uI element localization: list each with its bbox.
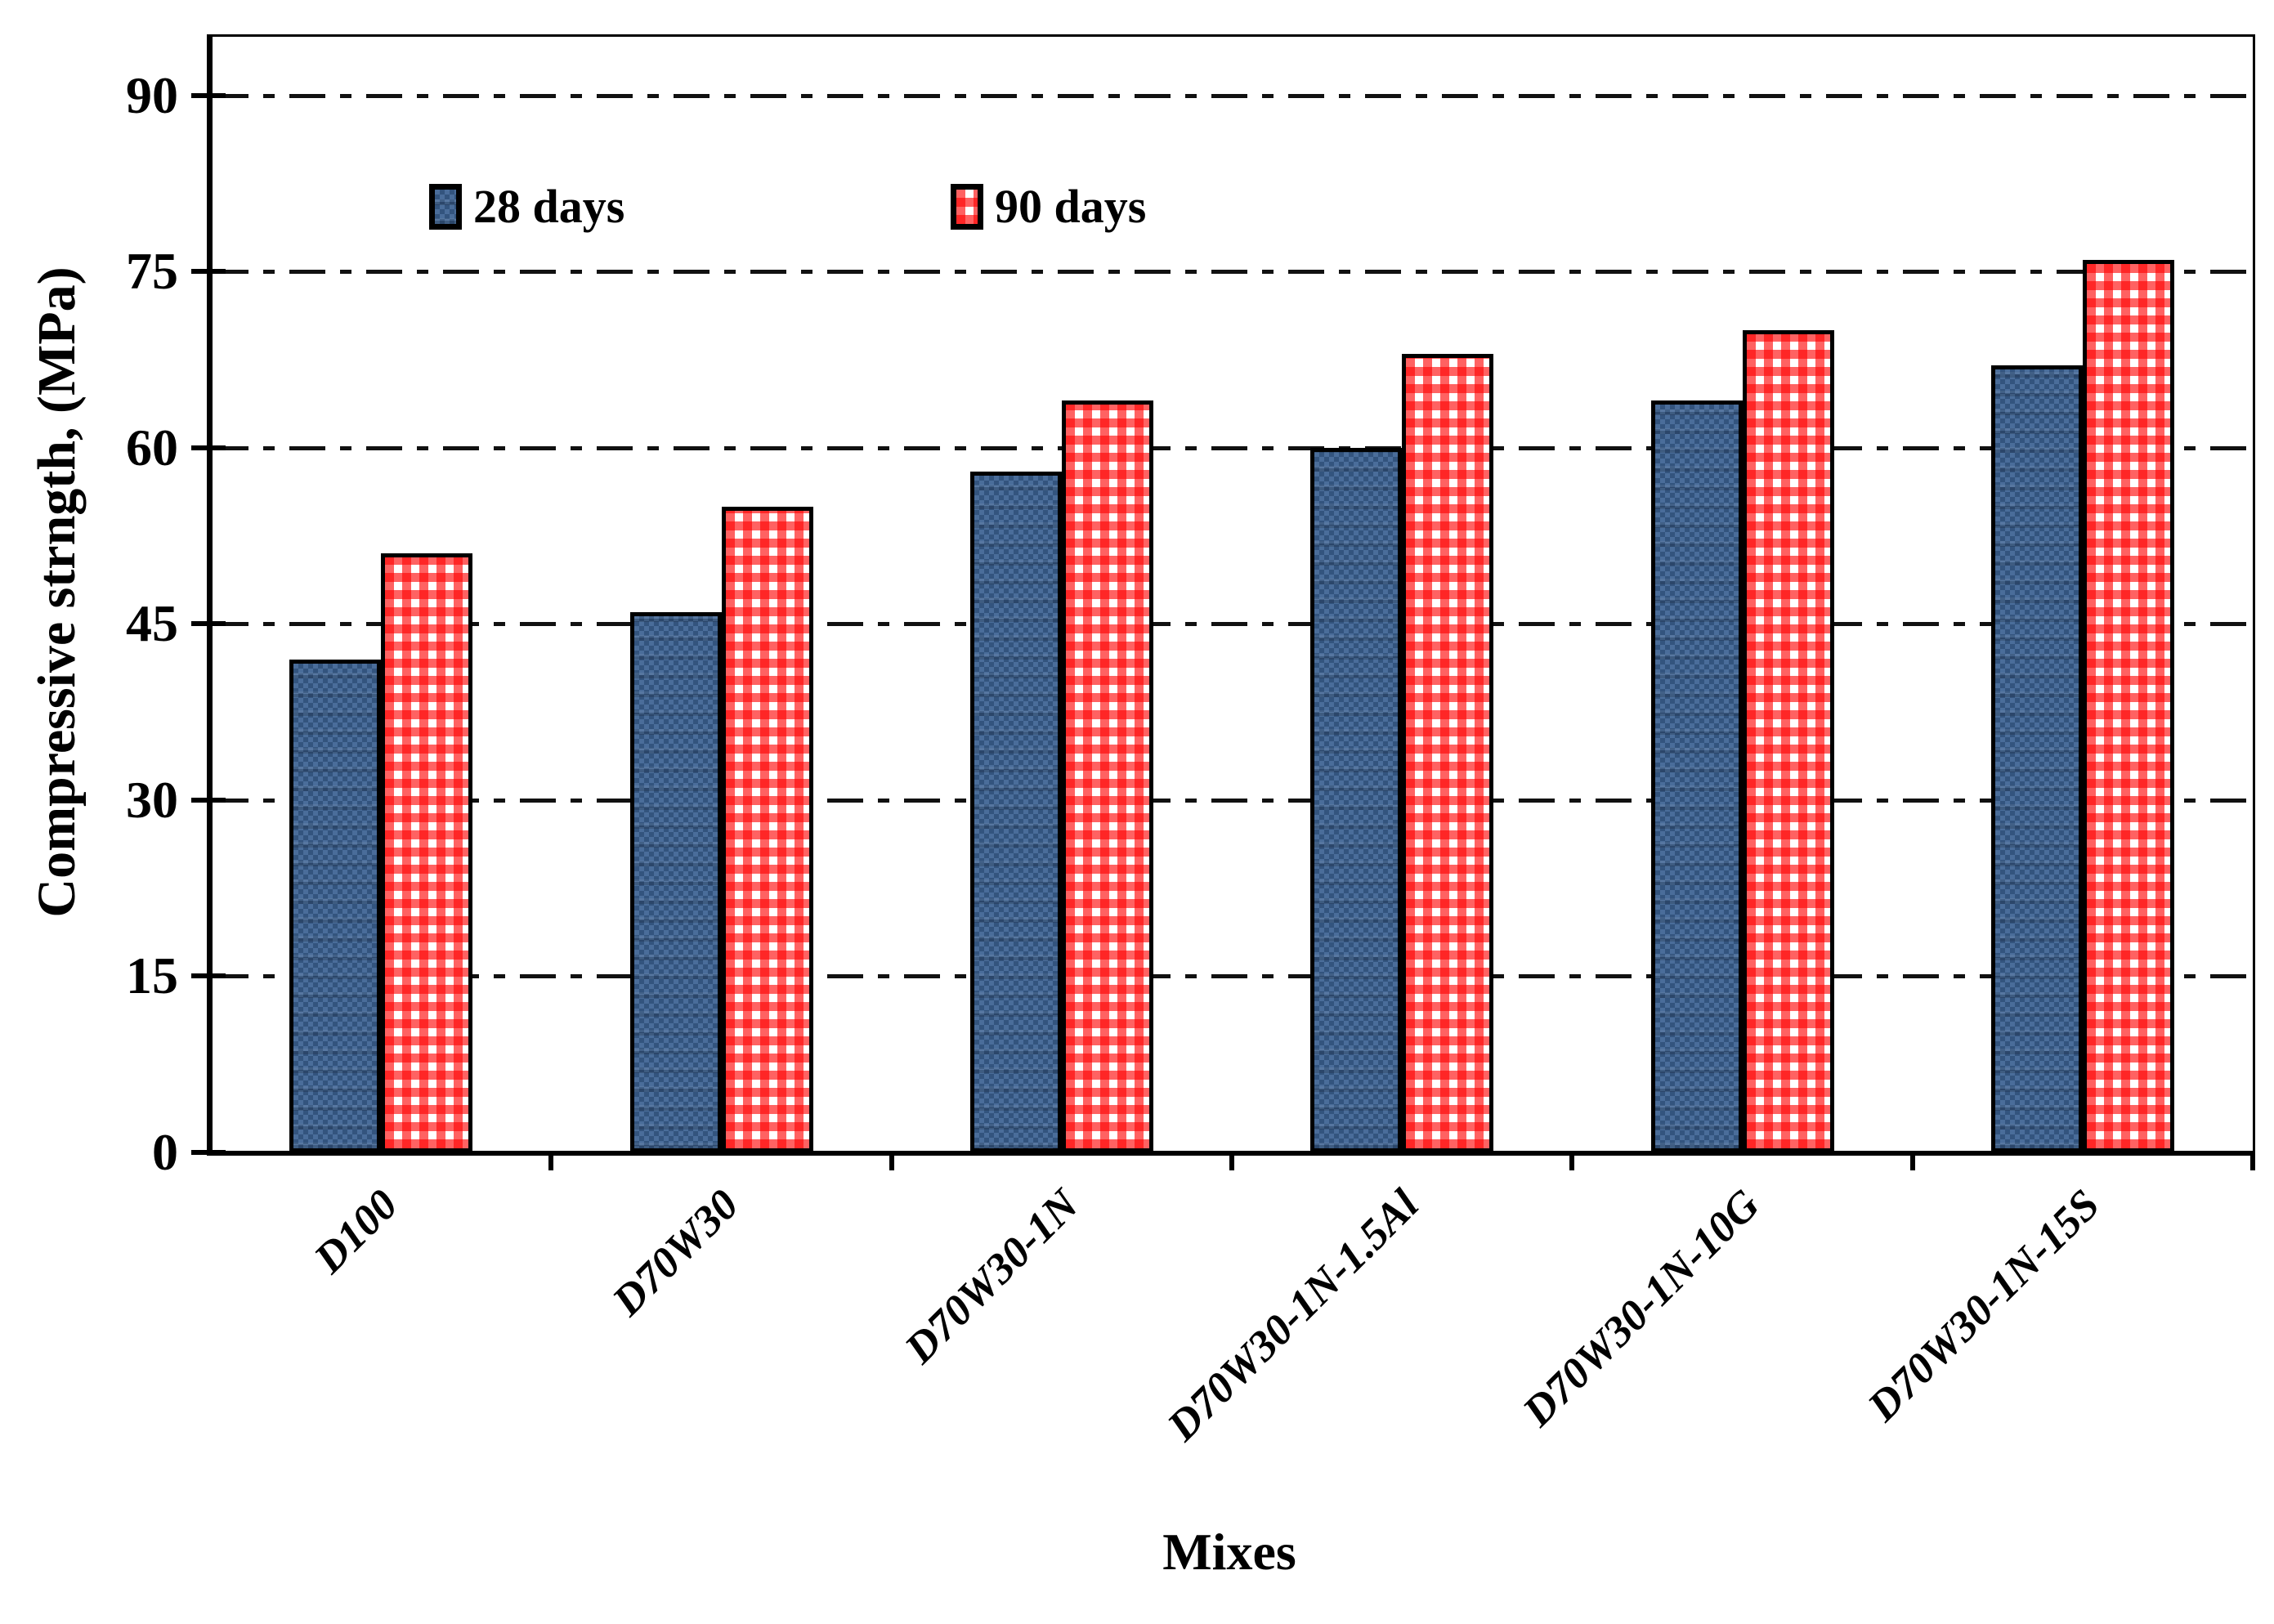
gridline-45 [213, 622, 2251, 627]
y-tick-label-0: 0 [152, 1123, 178, 1181]
y-tick-label-45: 45 [126, 594, 178, 653]
gridline-75 [213, 270, 2251, 275]
x-category-label-D70W30-1N: D70W30-1N [895, 1180, 1088, 1373]
bar-90days-D100 [381, 553, 473, 1152]
y-axis-line [207, 34, 213, 1155]
x-tick-6 [2250, 1155, 2255, 1170]
bar-28days-D70W30-1N-1.5Al [1310, 448, 1403, 1152]
legend-label-28-days: 28 days [473, 180, 625, 233]
gridline-60 [213, 445, 2251, 450]
legend-label-90-days: 90 days [995, 180, 1147, 233]
bar-90days-D70W30 [721, 507, 813, 1152]
y-tick-label-60: 60 [126, 418, 178, 476]
x-tick-3 [1229, 1155, 1234, 1170]
bar-28days-D70W30-1N-15S [1990, 365, 2083, 1152]
x-category-label-D70W30-1N-10G: D70W30-1N-10G [1513, 1180, 1769, 1436]
x-tick-2 [889, 1155, 894, 1170]
bar-28days-D70W30-1N-10G [1650, 400, 1743, 1152]
gridline-15 [213, 974, 2251, 979]
y-tick-90 [191, 92, 226, 98]
y-tick-15 [191, 973, 226, 979]
y-tick-label-90: 90 [126, 65, 178, 124]
legend-swatch-90-days [951, 184, 983, 230]
x-category-label-D70W30-1N-15S: D70W30-1N-15S [1859, 1180, 2109, 1431]
x-tick-4 [1569, 1155, 1575, 1170]
bar-90days-D70W30-1N-1.5Al [1402, 354, 1494, 1152]
y-tick-30 [191, 797, 226, 803]
legend-item-90-days: 90 days [951, 182, 1146, 231]
x-tick-1 [548, 1155, 554, 1170]
legend-swatch-28-days [429, 184, 462, 230]
bar-90days-D70W30-1N-15S [2082, 260, 2174, 1152]
y-axis-title: Compressive strngth, (MPa) [27, 266, 87, 918]
y-tick-label-30: 30 [126, 770, 178, 829]
gridline-30 [213, 798, 2251, 803]
gridline-90 [213, 93, 2251, 98]
y-tick-label-15: 15 [126, 946, 178, 1005]
bar-28days-D70W30 [629, 612, 722, 1152]
bar-90days-D70W30-1N-10G [1742, 330, 1834, 1152]
bar-28days-D100 [289, 660, 382, 1152]
plot-area: 28 days 90 days 0 15 30 45 60 75 90 D100 D70W30 D… [126, 34, 2255, 1450]
x-category-label-D100: D100 [305, 1180, 407, 1283]
x-category-label-D70W30: D70W30 [602, 1180, 748, 1326]
bar-28days-D70W30-1N [969, 472, 1062, 1152]
x-tick-5 [1909, 1155, 1915, 1170]
x-category-label-D70W30-1N-1.5Al: D70W30-1N-1.5Al [1158, 1180, 1428, 1451]
y-tick-45 [191, 621, 226, 627]
x-axis-title: Mixes [1162, 1523, 1296, 1581]
x-axis-line [207, 1151, 2255, 1156]
y-tick-label-75: 75 [126, 242, 178, 301]
legend-item-28-days: 28 days [429, 182, 624, 231]
bar-90days-D70W30-1N [1061, 400, 1153, 1152]
y-tick-75 [191, 269, 226, 275]
y-tick-0 [191, 1150, 226, 1155]
y-tick-60 [191, 445, 226, 450]
